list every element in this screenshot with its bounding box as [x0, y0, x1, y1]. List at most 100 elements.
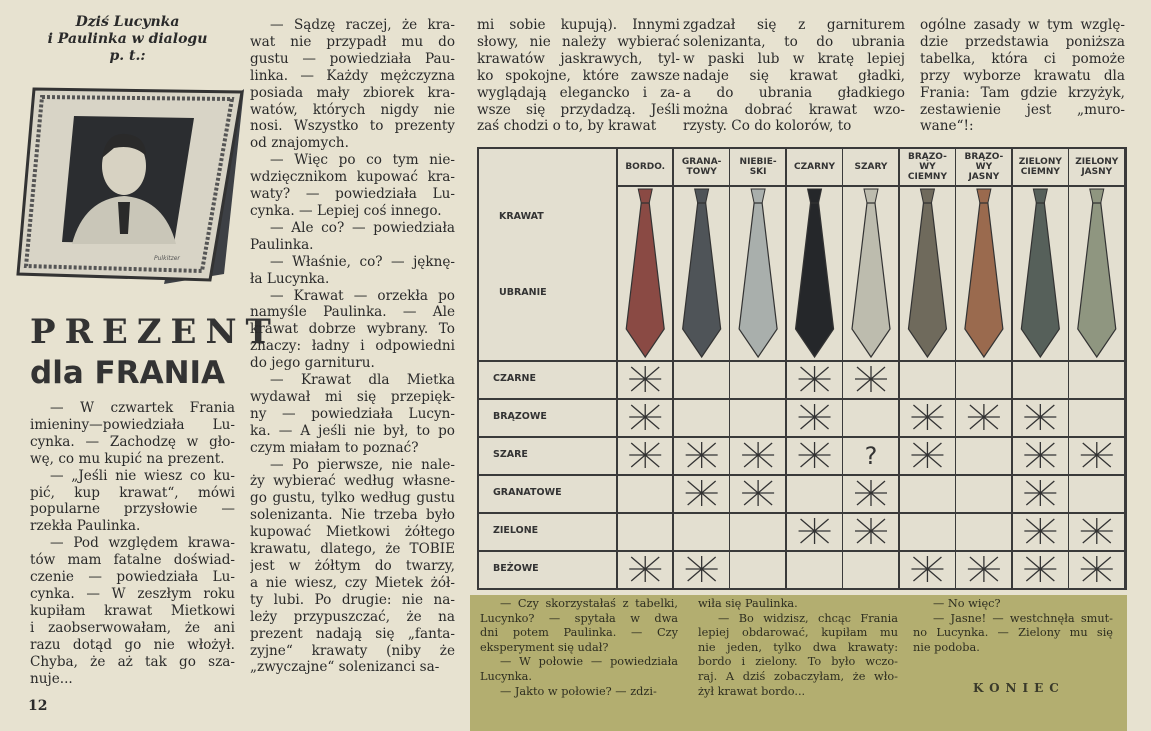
text-line: — No więc?: [933, 597, 1001, 610]
match-asterisk-icon: [742, 442, 775, 468]
text-line: linka. — Każdy mężczyzna: [250, 67, 455, 84]
text-line: „zwyczajne“ solenizanci sa-: [250, 659, 440, 676]
text-line: watów, których nigdy nie: [250, 101, 455, 118]
text-line: cynka. — Lepiej coś innego.: [250, 202, 442, 219]
row-divider: [479, 474, 1125, 476]
ubranie-label: UBRANIE: [499, 287, 547, 298]
text-line: — W połowie — powiedziała: [500, 655, 678, 669]
text-line: waty? — powiedziała Lu-: [250, 186, 455, 203]
paragraph: — Właśnie, co? — jęknę-ła Lucynka.: [250, 254, 455, 288]
text-line: wydawał mi się przepięk-: [250, 388, 455, 405]
tie-icon: [1020, 188, 1060, 359]
match-asterisk-icon: [1080, 556, 1113, 582]
match-asterisk-icon: [1024, 404, 1057, 430]
text-line: słowy, nie należy wybierać: [477, 33, 680, 50]
column-header-1: GRANA- TOWY: [681, 157, 722, 177]
column-header-8: ZIELONY JASNY: [1075, 157, 1119, 177]
text-line: — Krawat dla Mietka: [270, 372, 455, 389]
match-asterisk-icon: [1080, 442, 1113, 468]
text-line: solenizanta, to do ubrania: [683, 33, 905, 50]
text-line: — Po pierwsze, nie nale-: [270, 456, 455, 473]
text-line: ka. — A jeśli nie był, to po: [250, 422, 455, 439]
match-asterisk-icon: [629, 442, 662, 468]
text-line: krawatu, dlatego, że TOBIE: [250, 541, 455, 558]
row-divider: [479, 398, 1125, 400]
text-line: bordo i zielony. To było wczo-: [698, 655, 898, 669]
tie-icon: [851, 188, 891, 359]
match-asterisk-icon: [1024, 556, 1057, 582]
text-line: namyśle Paulinka. — Ale: [250, 304, 455, 321]
text-line: ży wybierać według własne-: [250, 473, 455, 490]
paragraph: ogólne zasady w tym wzglę-dzie przedstaw…: [920, 17, 1125, 135]
row-divider: [479, 512, 1125, 514]
face: [102, 137, 146, 195]
text-line: rzekła Paulinka.: [30, 518, 141, 535]
row-label-4: ZIELONE: [493, 525, 539, 536]
row-label-0: CZARNE: [493, 373, 536, 384]
text-line: dzie przedstawia poniższa: [920, 33, 1125, 50]
text-line: solenizanta. Nie trzeba było: [250, 507, 455, 524]
row-label-2: SZARE: [493, 449, 528, 460]
column-header-2: NIEBIE- SKI: [739, 157, 777, 177]
portrait-tie: [118, 202, 130, 234]
column-header-5: BRĄZO- WY CIEMNY: [907, 152, 947, 182]
text-line: — Więc po co tym nie-: [270, 152, 455, 169]
paragraph: — Krawat — orzekła po namyśle Paulinka. —…: [250, 288, 455, 373]
match-asterisk-icon: [911, 442, 944, 468]
text-column-3: mi sobie kupują). Innymi słowy, nie należ…: [477, 17, 680, 135]
text-line: ty lubi. Po drugie: nie na-: [250, 591, 455, 608]
text-line: — Krawat — orzekła po: [270, 287, 455, 304]
text-line: — W czwartek Frania: [50, 400, 235, 416]
text-line: tów mam fatalne doświad-: [30, 552, 235, 569]
column-header-6: BRĄZO- WY JASNY: [964, 152, 1004, 182]
epilogue-column-3: — No więc? — Jasne! — westchnęła smut-no …: [913, 597, 1113, 655]
text-line: razu dotąd go nie włożył.: [30, 636, 235, 653]
text-line: rzysty. Co do kolorów, to: [683, 118, 852, 135]
text-line: wyglądają elegancko i za-: [477, 84, 680, 101]
text-line: można dobrać krawat wzo-: [683, 101, 905, 118]
text-line: lepiej obdarować, kupiłam mu: [698, 626, 898, 640]
match-asterisk-icon: [1024, 480, 1057, 506]
text-line: — Czy skorzystałaś z tabelki,: [500, 597, 678, 610]
text-line: nadaje się krawat gładki,: [683, 67, 905, 84]
text-line: krawat dobrze wybrany. To: [250, 321, 455, 338]
article-title-line1: PREZENT: [30, 312, 280, 352]
text-line: czenie — powiedziała Lu-: [30, 569, 235, 586]
epilogue-box: — Czy skorzystałaś z tabelki, Lucynko? — …: [470, 595, 1127, 731]
tie-icon: [682, 188, 722, 359]
text-line: od znajomych.: [250, 135, 349, 152]
text-line: go gustu, tylko według gustu: [250, 490, 455, 507]
tie-icon: [907, 188, 948, 359]
text-line: Lucynko? — spytała w dwa: [480, 611, 678, 625]
match-asterisk-icon: [798, 442, 831, 468]
text-column-4: zgadzał się z garniturem solenizanta, to …: [683, 17, 905, 135]
paragraph: — Pod względem krawa-tów mam fatalne doś…: [30, 535, 235, 687]
text-line: cynka. — Zachodzę w gło-: [30, 433, 235, 450]
column-divider: [841, 149, 844, 588]
match-asterisk-icon: [967, 404, 1000, 430]
column-divider: [954, 149, 957, 588]
match-asterisk-icon: [1080, 518, 1113, 544]
text-line: — Właśnie, co? — jęknę-: [270, 253, 455, 270]
column-divider: [1124, 149, 1126, 588]
column-divider: [1067, 149, 1070, 588]
epilogue-column-1: — Czy skorzystałaś z tabelki, Lucynko? — …: [480, 597, 678, 699]
tie-icon: [794, 188, 835, 359]
text-line: Lucynka.: [480, 669, 532, 683]
text-line: nie podoba.: [913, 640, 980, 654]
text-line: zestawienie jest „muro-: [920, 101, 1125, 118]
text-line: wdzięcznikom kupować kra-: [250, 169, 455, 186]
match-asterisk-icon: [685, 480, 718, 506]
text-line: w paski lub w kratę lepiej: [683, 50, 905, 67]
paragraph: — Bo widzisz, chcąc Frania lepiej obdarow…: [698, 612, 898, 700]
text-line: gustu — powiedziała Pau-: [250, 50, 455, 67]
column-divider: [898, 149, 900, 588]
paragraph: — „Jeśli nie wiesz co ku-pić, kup krawat…: [30, 468, 235, 536]
text-line: wane“!:: [920, 118, 974, 135]
text-line: eksperyment się udał?: [480, 640, 609, 654]
column-divider: [1011, 149, 1013, 588]
column-divider: [616, 149, 618, 588]
paragraph: wiła się Paulinka.: [698, 597, 898, 612]
paragraph: — Ale co? — powiedziała Paulinka.: [250, 220, 455, 254]
match-asterisk-icon: [798, 404, 831, 430]
